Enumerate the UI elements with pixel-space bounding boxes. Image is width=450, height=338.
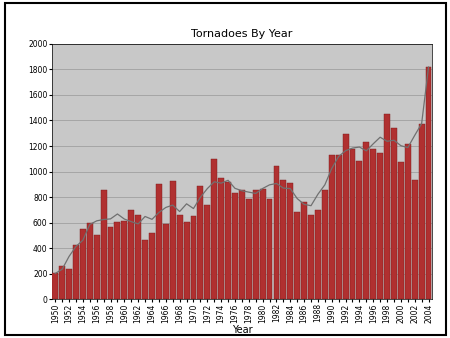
Bar: [122, 220, 127, 299]
Bar: [232, 193, 238, 299]
Bar: [149, 233, 155, 299]
Bar: [412, 180, 418, 299]
Bar: [198, 186, 203, 299]
Bar: [329, 154, 335, 299]
Bar: [274, 166, 279, 299]
Bar: [135, 215, 141, 299]
Bar: [225, 182, 231, 299]
Bar: [364, 142, 369, 299]
Bar: [294, 212, 300, 299]
Bar: [370, 149, 376, 299]
Bar: [80, 229, 86, 299]
Bar: [253, 190, 259, 299]
Bar: [108, 227, 113, 299]
Bar: [163, 224, 169, 299]
Bar: [128, 210, 134, 299]
Bar: [377, 153, 383, 299]
Bar: [384, 114, 390, 299]
Bar: [239, 190, 245, 299]
Bar: [190, 216, 196, 299]
Bar: [218, 178, 224, 299]
Bar: [142, 240, 148, 299]
Bar: [315, 210, 321, 299]
Bar: [426, 67, 432, 299]
Bar: [59, 266, 65, 299]
Bar: [184, 221, 189, 299]
Bar: [73, 245, 79, 299]
Bar: [212, 159, 217, 299]
Bar: [288, 184, 293, 299]
Bar: [246, 199, 252, 299]
Bar: [177, 215, 183, 299]
Bar: [356, 161, 362, 299]
Bar: [204, 204, 210, 299]
Bar: [308, 215, 314, 299]
Bar: [350, 149, 356, 299]
Bar: [94, 235, 99, 299]
Bar: [398, 162, 404, 299]
Bar: [322, 190, 328, 299]
Bar: [336, 155, 342, 299]
Bar: [156, 184, 162, 299]
Bar: [280, 180, 286, 299]
Bar: [418, 124, 424, 299]
Bar: [52, 273, 58, 299]
Bar: [391, 128, 397, 299]
Bar: [87, 223, 93, 299]
Bar: [266, 199, 272, 299]
X-axis label: Year: Year: [232, 325, 252, 335]
Bar: [301, 202, 307, 299]
Bar: [114, 222, 120, 299]
Bar: [260, 189, 266, 299]
Bar: [342, 134, 348, 299]
Bar: [101, 190, 107, 299]
Title: Tornadoes By Year: Tornadoes By Year: [191, 29, 292, 39]
Bar: [66, 268, 72, 299]
Bar: [405, 144, 411, 299]
Bar: [170, 181, 176, 299]
